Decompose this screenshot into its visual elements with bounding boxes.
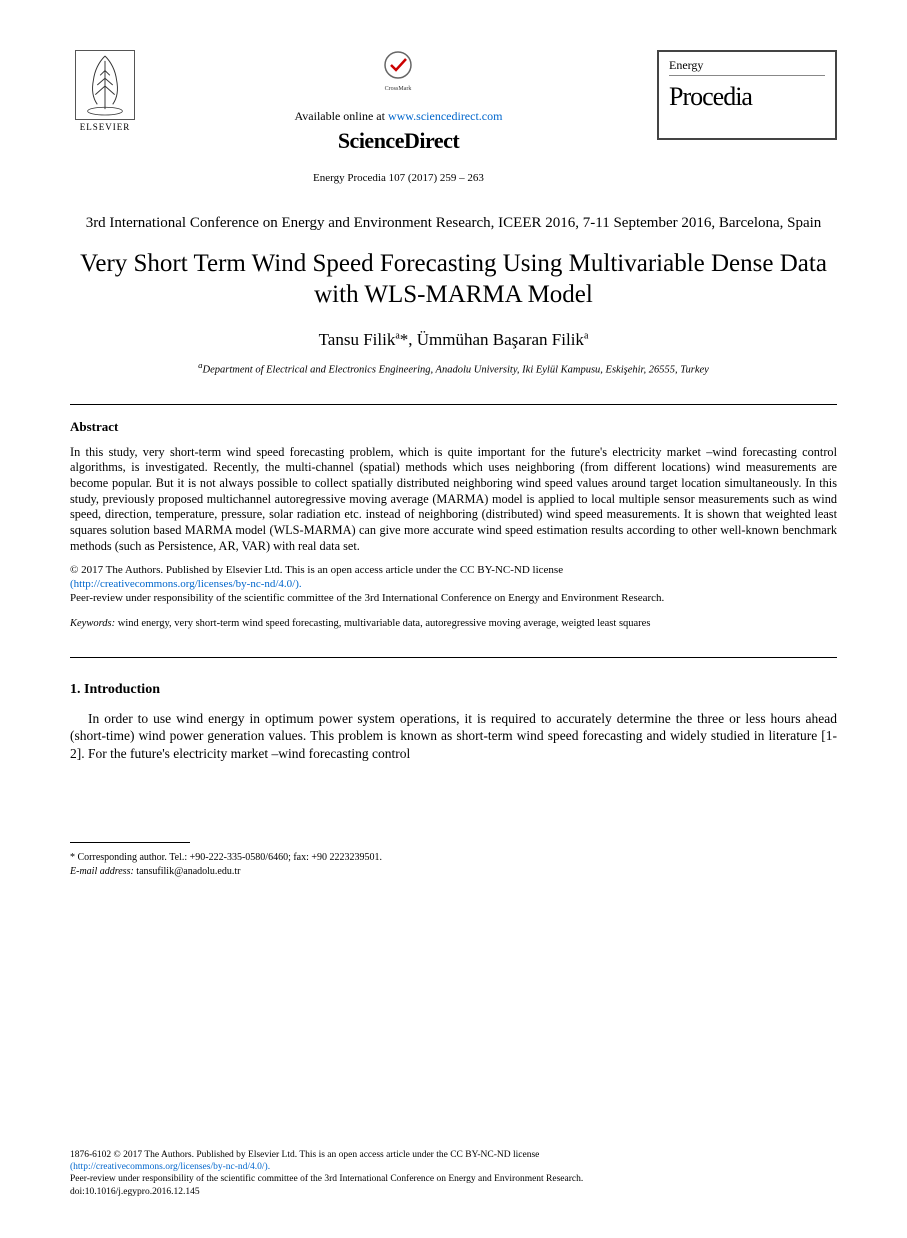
elsevier-tree-icon [75,50,135,120]
journal-reference: Energy Procedia 107 (2017) 259 – 263 [160,172,637,184]
elsevier-logo: ELSEVIER [70,50,140,140]
divider-bottom [70,657,837,658]
center-header: CrossMark Available online at www.scienc… [140,50,657,184]
author-1: Tansu Filik [319,330,396,349]
elsevier-label: ELSEVIER [80,122,131,132]
abstract-heading: Abstract [70,419,837,435]
keywords-text: wind energy, very short-term wind speed … [115,618,650,629]
procedia-title: Procedia [669,82,825,112]
sciencedirect-logo: ScienceDirect [160,128,637,154]
divider-top [70,404,837,405]
footer-doi: doi:10.1016/j.egypro.2016.12.145 [70,1186,837,1198]
keywords-line: Keywords: wind energy, very short-term w… [70,618,837,629]
footer-block: 1876-6102 © 2017 The Authors. Published … [70,1149,837,1198]
corresponding-author: * Corresponding author. Tel.: +90-222-33… [70,851,837,865]
copyright-block: © 2017 The Authors. Published by Elsevie… [70,563,837,606]
available-text: Available online at [295,109,388,123]
email-label: E-mail address: [70,866,134,877]
author-2-affil: a [584,330,588,341]
crossmark-icon[interactable]: CrossMark [381,50,416,95]
header-row: ELSEVIER CrossMark Available online at w… [70,50,837,184]
footer-issn: 1876-6102 © 2017 The Authors. Published … [70,1149,837,1161]
svg-text:CrossMark: CrossMark [385,86,412,92]
author-separator: , [408,330,417,349]
copyright-line: © 2017 The Authors. Published by Elsevie… [70,563,837,577]
author-2: Ümmühan Başaran Filik [417,330,584,349]
footer-peer-review: Peer-review under responsibility of the … [70,1173,837,1185]
affiliation-text: Department of Electrical and Electronics… [203,365,709,376]
affiliation-line: aDepartment of Electrical and Electronic… [70,360,837,376]
conference-info: 3rd International Conference on Energy a… [70,214,837,234]
footer-license-link[interactable]: (http://creativecommons.org/licenses/by-… [70,1162,270,1172]
introduction-heading: 1. Introduction [70,682,837,698]
introduction-body: In order to use wind energy in optimum p… [70,710,837,763]
footnote-separator [70,842,190,843]
procedia-logo-box: Energy Procedia [657,50,837,140]
author-1-corr: * [400,330,409,349]
sciencedirect-url[interactable]: www.sciencedirect.com [388,109,503,123]
footnote-block: * Corresponding author. Tel.: +90-222-33… [70,851,837,878]
procedia-energy-label: Energy [669,58,825,76]
available-online-line: Available online at www.sciencedirect.co… [160,109,637,124]
keywords-label: Keywords: [70,618,115,629]
peer-review-line: Peer-review under responsibility of the … [70,591,837,605]
paper-title: Very Short Term Wind Speed Forecasting U… [70,248,837,311]
authors-line: Tansu Filika*, Ümmühan Başaran Filika [70,330,837,350]
abstract-body: In this study, very short-term wind spee… [70,445,837,555]
email-address: tansufilik@anadolu.edu.tr [134,866,241,877]
license-link[interactable]: (http://creativecommons.org/licenses/by-… [70,578,302,590]
